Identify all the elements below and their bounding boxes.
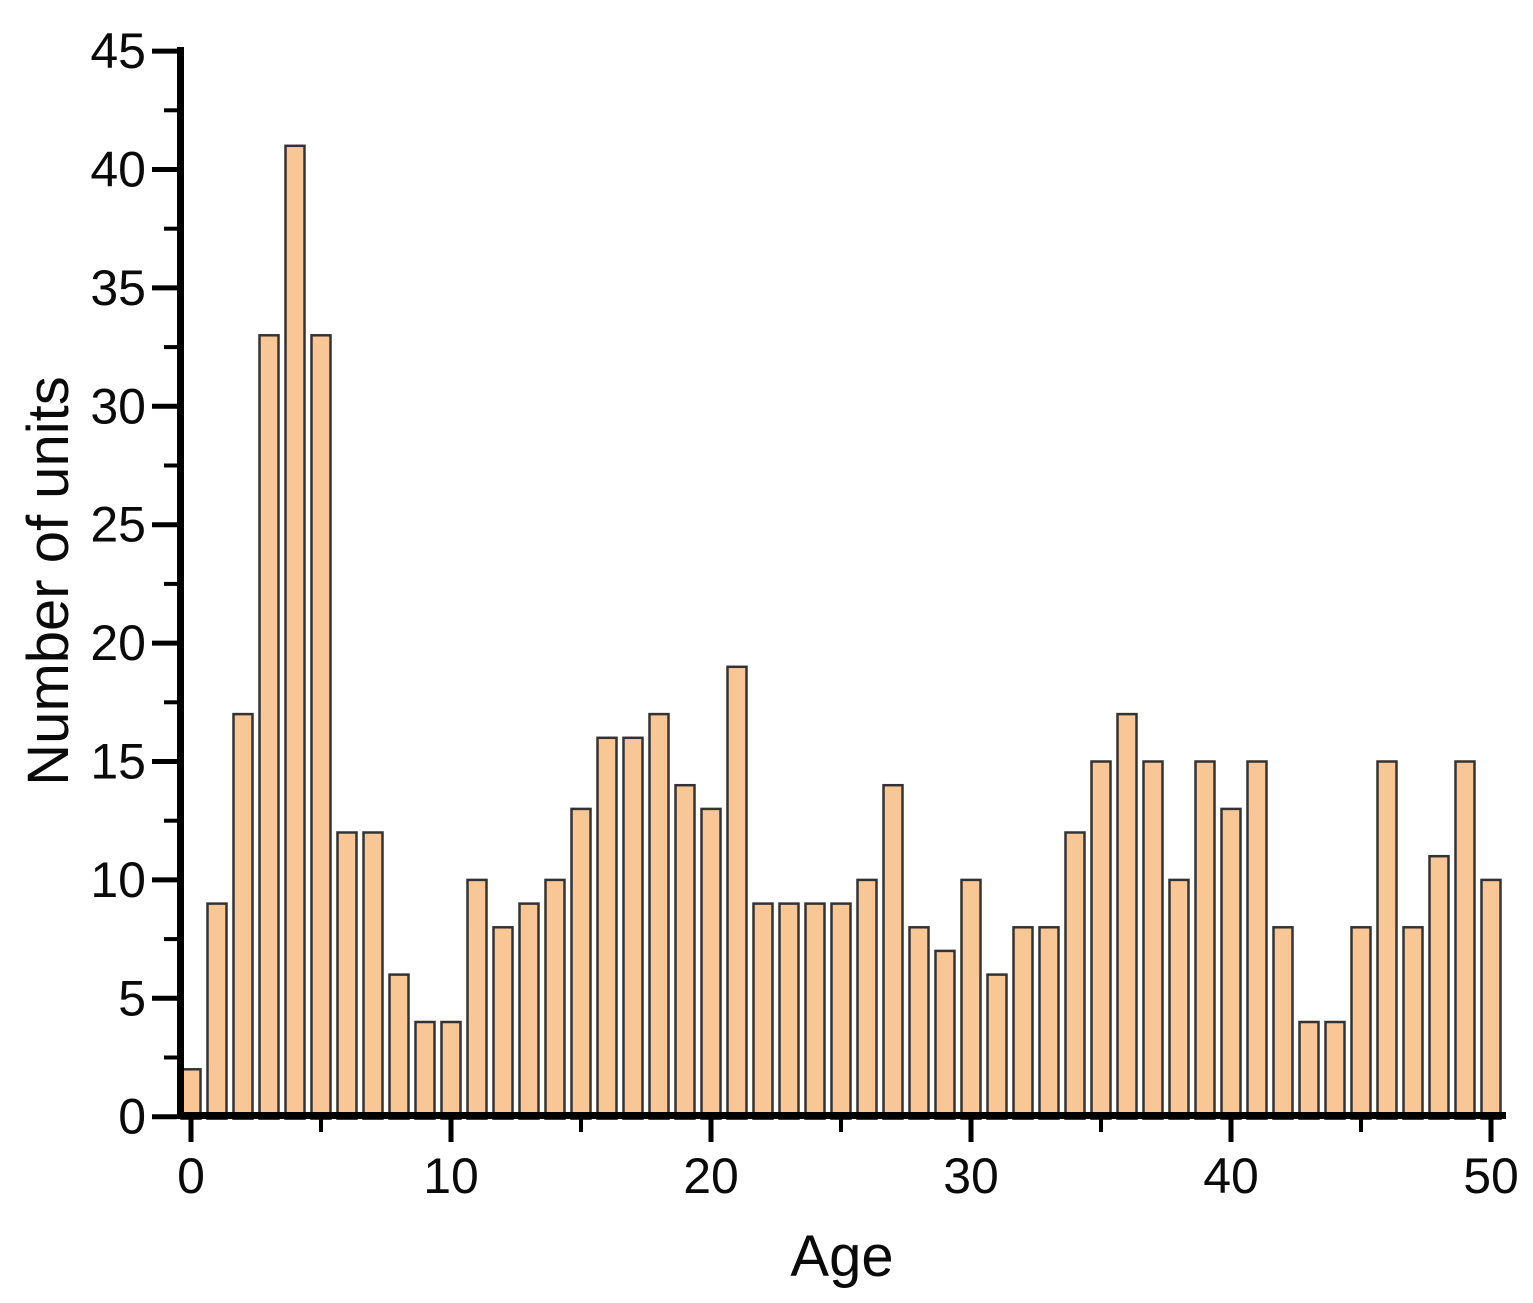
- bar: [1168, 878, 1190, 1120]
- bar: [1220, 807, 1242, 1120]
- x-tick-label: 40: [1203, 1148, 1259, 1204]
- bar: [934, 949, 956, 1120]
- bar: [492, 926, 514, 1120]
- y-tick-label: 0: [118, 1089, 146, 1145]
- bar: [570, 807, 592, 1120]
- bar: [206, 902, 228, 1120]
- y-tick-label: 40: [90, 142, 146, 198]
- bar: [1376, 760, 1398, 1120]
- bar: [362, 831, 384, 1120]
- bar: [232, 712, 254, 1120]
- bar: [882, 783, 904, 1120]
- bar: [1142, 760, 1164, 1120]
- y-tick-label: 45: [90, 23, 146, 79]
- bar: [596, 736, 618, 1120]
- bar: [830, 902, 852, 1120]
- bar: [388, 973, 410, 1120]
- x-axis-title: Age: [790, 1224, 893, 1289]
- y-tick-label: 20: [90, 615, 146, 671]
- y-tick-label: 25: [90, 497, 146, 553]
- x-tick-label: 30: [943, 1148, 999, 1204]
- bar: [518, 902, 540, 1120]
- bar: [544, 878, 566, 1120]
- bar: [986, 973, 1008, 1120]
- bar: [466, 878, 488, 1120]
- bar: [1272, 926, 1294, 1120]
- y-tick-label: 35: [90, 260, 146, 316]
- x-tick-label: 50: [1463, 1148, 1519, 1204]
- bar: [1298, 1020, 1320, 1120]
- bar: [1064, 831, 1086, 1120]
- bar: [778, 902, 800, 1120]
- y-tick-label: 15: [90, 734, 146, 790]
- y-tick-label: 10: [90, 852, 146, 908]
- bar: [1402, 926, 1424, 1120]
- bar: [726, 665, 748, 1120]
- bar: [1428, 854, 1450, 1120]
- y-tick-label: 30: [90, 378, 146, 434]
- x-tick-label: 0: [177, 1148, 205, 1204]
- bar: [960, 878, 982, 1120]
- bar: [336, 831, 358, 1120]
- bar: [752, 902, 774, 1120]
- bar: [700, 807, 722, 1120]
- bar: [1116, 712, 1138, 1120]
- bar: [1038, 926, 1060, 1120]
- bar: [310, 334, 332, 1120]
- bar: [856, 878, 878, 1120]
- x-tick-label: 20: [683, 1148, 739, 1204]
- bar: [414, 1020, 436, 1120]
- bar: [622, 736, 644, 1120]
- bar: [1350, 926, 1372, 1120]
- bar: [1454, 760, 1476, 1120]
- bar: [674, 783, 696, 1120]
- bar: [908, 926, 930, 1120]
- y-tick-label: 5: [118, 970, 146, 1026]
- bar: [648, 712, 670, 1120]
- bar: [1012, 926, 1034, 1120]
- bar: [258, 334, 280, 1120]
- y-axis-title: Number of units: [16, 376, 81, 785]
- bar: [804, 902, 826, 1120]
- bar: [1480, 878, 1502, 1120]
- bar: [1246, 760, 1268, 1120]
- bar: [284, 144, 306, 1120]
- bar: [180, 1068, 202, 1120]
- bar: [1194, 760, 1216, 1120]
- bar: [1090, 760, 1112, 1120]
- x-tick-label: 10: [423, 1148, 479, 1204]
- bar: [1324, 1020, 1346, 1120]
- bar: [440, 1020, 462, 1120]
